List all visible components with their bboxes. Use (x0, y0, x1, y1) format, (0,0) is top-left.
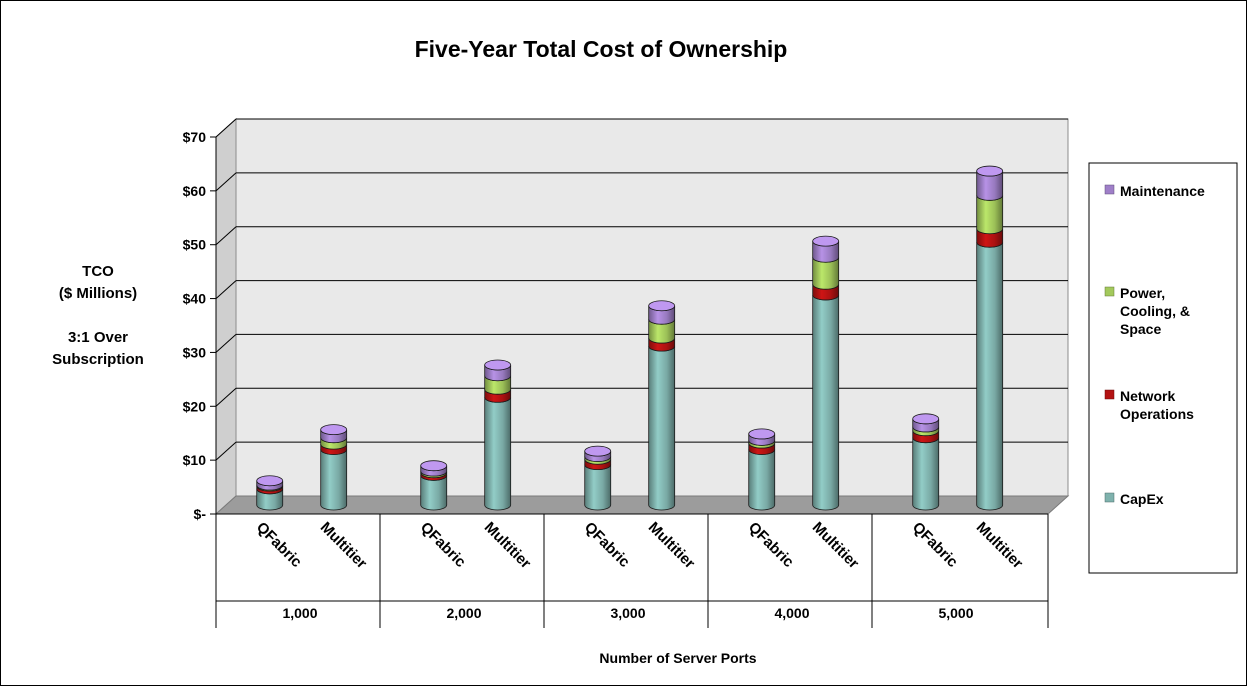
x-category-label: Multitier (645, 519, 698, 572)
bar-capex-multitier-4 (976, 242, 1004, 511)
legend-label: CapEx (1120, 491, 1164, 507)
x-group-label: 4,000 (774, 605, 809, 621)
chart-title: Five-Year Total Cost of Ownership (415, 36, 788, 62)
side-wall (215, 117, 237, 516)
legend-swatch (1104, 389, 1115, 400)
bar-top-cap-qfabric-2 (584, 445, 612, 457)
bar-capex-multitier-2 (648, 346, 676, 511)
gridline-side (215, 226, 237, 246)
gridline-side (215, 172, 237, 192)
legend-swatch (1104, 286, 1115, 297)
bar-top-cap-qfabric-0 (256, 475, 284, 487)
y-axis-title-line: TCO (82, 263, 114, 280)
bar-capex-multitier-1 (484, 397, 512, 511)
x-category-label: QFabric (581, 519, 633, 571)
y-tick-label: $- (194, 506, 207, 522)
x-axis-title: Number of Server Ports (599, 650, 756, 666)
x-category-label: QFabric (745, 519, 797, 571)
x-category-label: Multitier (481, 519, 534, 572)
bar-capex-qfabric-4 (912, 437, 940, 511)
bar-capex-qfabric-2 (584, 464, 612, 511)
x-group-label: 2,000 (446, 605, 481, 621)
y-tick-label: $10 (183, 452, 207, 468)
gridline-side (215, 334, 237, 353)
x-category-label: Multitier (317, 519, 370, 572)
bar-power-cooling-space-multitier-4 (976, 195, 1004, 235)
legend: Maintenance Power, Cooling, & Space Network O… (1088, 162, 1238, 574)
x-category-label: Multitier (809, 519, 862, 572)
bar-top-cap-qfabric-4 (912, 413, 940, 425)
x-category-label: QFabric (253, 519, 305, 571)
bar-top-cap-qfabric-1 (420, 460, 448, 472)
x-category-label: QFabric (417, 519, 469, 571)
bar-top-cap-multitier-2 (648, 300, 676, 312)
gridline-side (215, 387, 237, 407)
y-axis-title-line: ($ Millions) (59, 285, 137, 302)
y-axis-title-line: 3:1 Over (68, 329, 128, 346)
x-category-label: QFabric (909, 519, 961, 571)
bar-top-cap-qfabric-3 (748, 428, 776, 440)
bar-capex-multitier-0 (320, 449, 348, 511)
gridline-side (215, 280, 237, 299)
y-tick-label: $50 (183, 237, 207, 253)
y-tick-label: $40 (183, 291, 207, 307)
gridline-side (215, 118, 237, 138)
legend-label: Maintenance (1120, 183, 1205, 199)
legend-swatch (1104, 492, 1115, 503)
bar-capex-qfabric-3 (748, 449, 776, 511)
bar-top-cap-multitier-1 (484, 359, 512, 371)
x-group-label: 1,000 (282, 605, 317, 621)
bar-top-cap-multitier-4 (976, 165, 1004, 177)
y-tick-label: $60 (183, 183, 207, 199)
bar-capex-multitier-3 (812, 294, 840, 511)
legend-label: Power, Cooling, & Space (1120, 285, 1190, 337)
bar-top-cap-multitier-3 (812, 235, 840, 247)
y-axis-title-line: Subscription (52, 351, 144, 368)
gridline-side (215, 441, 237, 461)
bar-top-cap-multitier-0 (320, 424, 348, 436)
x-group-label: 5,000 (938, 605, 973, 621)
legend-swatch (1104, 184, 1115, 195)
y-tick-label: $70 (183, 129, 207, 145)
legend-label: Network Operations (1120, 388, 1194, 422)
legend-box (1088, 162, 1238, 574)
y-tick-label: $30 (183, 344, 207, 360)
y-tick-label: $20 (183, 398, 207, 414)
x-category-label: Multitier (973, 519, 1026, 572)
y-axis-title: TCO ($ Millions) 3:1 Over Subscription (52, 263, 144, 368)
x-group-label: 3,000 (610, 605, 645, 621)
